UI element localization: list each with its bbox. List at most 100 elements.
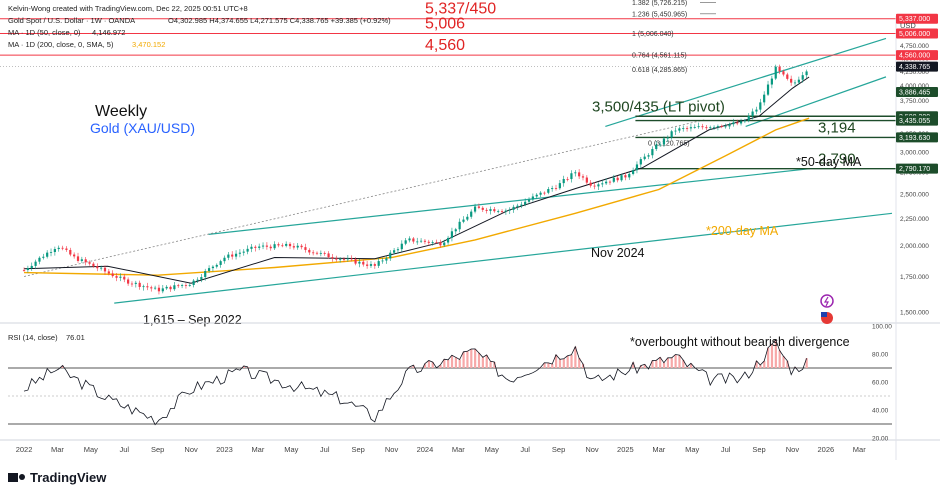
x-tick-label: Nov	[385, 445, 399, 454]
candle-body	[46, 252, 49, 257]
candle-body	[154, 287, 157, 289]
candle-body	[774, 66, 777, 79]
candle-body	[458, 221, 461, 230]
rsi-overbought-fill	[659, 357, 662, 368]
logo-dot	[19, 474, 25, 480]
candle-body	[34, 261, 37, 266]
candle-body	[258, 246, 261, 248]
x-tick-label: Sep	[552, 445, 565, 454]
candle-body	[712, 127, 716, 129]
ma200-annotation: *200-day MA	[706, 224, 779, 238]
candle-body	[431, 242, 434, 243]
candle-body	[177, 285, 180, 287]
candle-body	[493, 209, 496, 212]
rsi-tick-label: 80.00	[872, 352, 889, 359]
level-label: 3,194	[818, 119, 856, 136]
x-tick-label: 2025	[617, 445, 634, 454]
y-tick-label: 2,000.000	[900, 243, 929, 250]
candle-body	[150, 287, 153, 289]
candle-body	[304, 247, 307, 250]
candle-body	[188, 285, 191, 286]
level-tag: 5,006.000	[896, 28, 938, 39]
ma200-line	[23, 117, 810, 276]
candle-body	[400, 243, 403, 250]
rsi-overbought-fill	[427, 360, 430, 368]
candle-body	[666, 137, 669, 139]
x-tick-label: Mar	[251, 445, 264, 454]
rsi-overbought-fill	[493, 362, 496, 368]
trend-channel-line	[208, 168, 810, 235]
candle-body	[705, 127, 708, 129]
candle-body	[84, 259, 87, 263]
candle-body	[597, 184, 600, 187]
credit-text: Kelvin-Wong created with TradingView.com…	[8, 4, 248, 13]
rsi-overbought-fill	[578, 358, 581, 368]
candle-body	[682, 128, 685, 130]
candle-body	[504, 210, 507, 212]
candle-body	[589, 182, 592, 186]
rsi-tick-label: 100.00	[872, 324, 892, 331]
candle-body	[701, 126, 704, 128]
candle-body	[547, 189, 550, 193]
candle-body	[489, 209, 492, 211]
candle-body	[689, 127, 693, 129]
rsi-overbought-fill	[581, 363, 585, 368]
candle-body	[655, 144, 658, 150]
rsi-overbought-fill	[651, 360, 654, 368]
candle-body	[462, 219, 465, 222]
price-tag-bg	[896, 87, 938, 98]
candle-body	[551, 188, 554, 190]
candle-body	[759, 102, 762, 110]
candle-body	[200, 277, 203, 280]
ma50-value: 4,146.972	[92, 28, 125, 37]
candle-body	[755, 109, 758, 112]
candle-body	[793, 82, 797, 84]
candle-body	[763, 94, 766, 103]
rsi-tick-label: 20.00	[872, 436, 889, 443]
candle-body	[693, 127, 696, 128]
us-flag-icon-canton	[821, 312, 827, 317]
rsi-overbought-fill	[670, 357, 673, 368]
rsi-overbought-fill	[774, 339, 777, 368]
x-tick-label: May	[284, 445, 298, 454]
event-icons	[820, 294, 834, 324]
candle-body	[527, 199, 531, 202]
candle-body	[524, 201, 527, 205]
logo-text: TradingView	[30, 470, 107, 485]
dashed-trendline	[23, 119, 706, 277]
candle-body	[292, 246, 295, 248]
candle-body	[96, 266, 99, 269]
rsi-overbought-fill	[474, 348, 477, 368]
candle-body	[531, 196, 534, 200]
candle-body	[396, 249, 400, 251]
rsi-overbought-fill	[805, 358, 808, 368]
candle-body	[80, 259, 83, 261]
x-tick-label: Mar	[652, 445, 665, 454]
candle-body	[204, 271, 207, 278]
candle-body	[192, 280, 195, 286]
candle-body	[238, 252, 242, 254]
candle-body	[454, 229, 457, 232]
rsi-tick-label: 60.00	[872, 380, 889, 387]
candle-body	[612, 177, 615, 182]
ma50-annotation: *50-day MA	[796, 155, 862, 169]
rsi-overbought-fill	[489, 361, 492, 368]
candle-body	[227, 254, 230, 258]
rsi-overbought-fill	[423, 363, 427, 368]
rsi-overbought-fill	[782, 356, 785, 368]
candle-body	[535, 194, 538, 197]
candle-body	[327, 253, 330, 258]
candle-body	[578, 172, 581, 177]
low-annotation: Nov 2024	[591, 246, 645, 260]
rsi-overbought-fill	[412, 365, 415, 368]
price-tag-text: 4,338.765	[899, 64, 930, 71]
rsi-overbought-fill	[242, 365, 245, 368]
candle-body	[520, 204, 523, 206]
rsi-overbought-fill	[755, 360, 758, 368]
level-label: 5,006	[425, 16, 465, 33]
candle-body	[219, 261, 222, 265]
level-tag-text: 3,435.055	[899, 118, 930, 125]
x-tick-label: Mar	[51, 445, 64, 454]
rsi-overbought-fill	[470, 349, 473, 368]
level-tag: 5,337.000	[896, 13, 938, 24]
